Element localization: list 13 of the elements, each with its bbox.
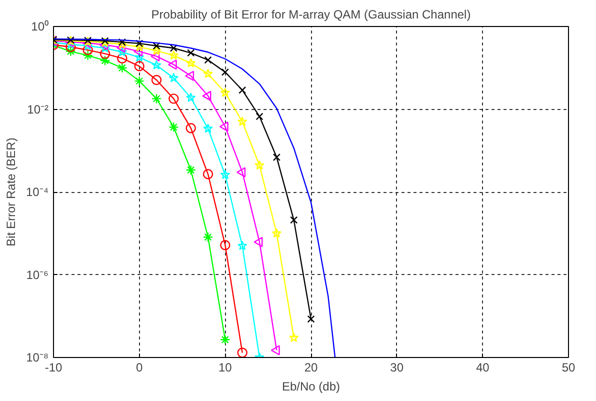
x-tick-label: 0 [136,360,143,374]
x-tick-label: 40 [476,360,490,374]
x-tick-label: 30 [390,360,404,374]
x-tick-label: 50 [562,360,576,374]
y-axis-title: Bit Error Rate (BER) [4,138,18,246]
x-tick-label: 10 [218,360,232,374]
y-tick-label: 10⁰ [31,20,49,34]
chart-title: Probability of Bit Error for M-array QAM (Gaussian Channel) [151,8,471,22]
y-tick-label: 10⁻² [27,102,49,116]
x-axis-title: Eb/No (db) [282,380,340,394]
y-tick-label: 10⁻⁶ [26,268,49,282]
y-tick-label: 10⁻⁴ [26,185,49,199]
x-tick-label: 20 [304,360,318,374]
